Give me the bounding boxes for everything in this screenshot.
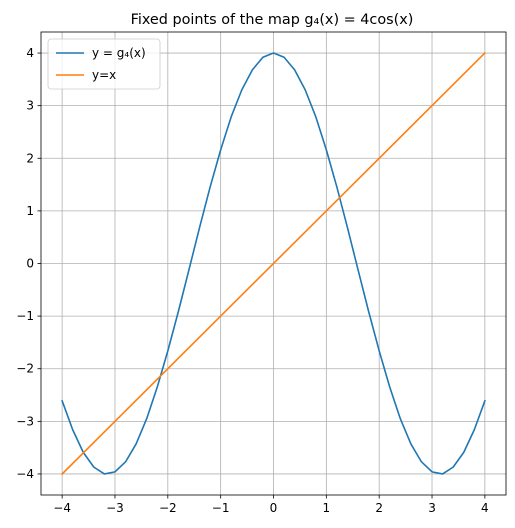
series-layer xyxy=(61,51,486,476)
series-line-0 xyxy=(61,52,486,475)
x-tick-label: 0 xyxy=(270,501,278,515)
legend-box xyxy=(47,38,161,90)
y-tick-label: −2 xyxy=(16,362,34,376)
x-tick-label: 2 xyxy=(375,501,383,515)
y-tick-label: 4 xyxy=(26,46,34,60)
y-tick-label: 1 xyxy=(26,204,34,218)
y-tick-label: 3 xyxy=(26,99,34,113)
legend-label-1: y=x xyxy=(92,68,116,82)
y-tick-label: 0 xyxy=(26,257,34,271)
legend-label-0: y = g₄(x) xyxy=(92,46,146,60)
plot-frame xyxy=(40,31,507,496)
y-tick-label: 2 xyxy=(26,151,34,165)
x-tick-label: −3 xyxy=(106,501,124,515)
chart-title: Fixed points of the map g₄(x) = 4cos(x) xyxy=(131,12,414,28)
x-tick-label: 4 xyxy=(481,501,489,515)
x-tick-label: −4 xyxy=(53,501,71,515)
x-tick-label: −2 xyxy=(159,501,177,515)
x-tick-label: 3 xyxy=(428,501,436,515)
series-line-1 xyxy=(61,51,486,476)
y-tick-label: −1 xyxy=(16,309,34,323)
y-tick-label: −3 xyxy=(16,414,34,428)
y-tick-label: −4 xyxy=(16,467,34,481)
x-tick-label: 1 xyxy=(323,501,331,515)
legend: y = g₄(x) y=x xyxy=(47,38,161,90)
ticks: −4 −3 −2 −1 0 1 2 3 4 −4 −3 −2 −1 0 1 2 3 4 xyxy=(16,46,488,515)
x-tick-label: −1 xyxy=(212,501,230,515)
